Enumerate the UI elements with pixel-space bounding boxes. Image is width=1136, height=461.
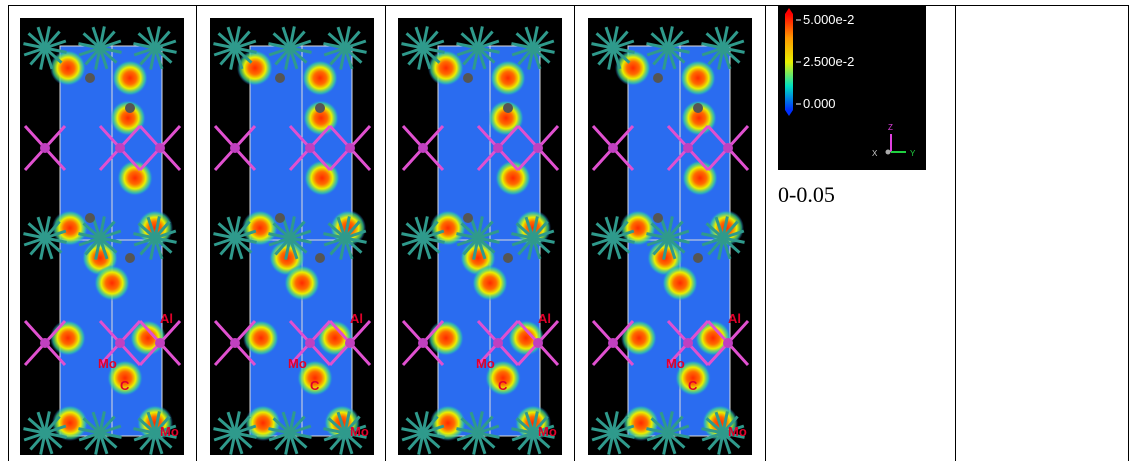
atom: [85, 73, 95, 83]
atom: [723, 338, 733, 348]
atom: [345, 338, 355, 348]
structure-image: AlMoCMo: [398, 18, 562, 455]
atom: [463, 73, 473, 83]
density-spot: [490, 60, 526, 96]
atom: [40, 338, 50, 348]
atom: [418, 143, 428, 153]
atom: [315, 253, 325, 263]
atom: [503, 103, 513, 113]
structure-image: AlMoCMo: [20, 18, 184, 455]
atom: [493, 143, 503, 153]
atom: [693, 103, 703, 113]
atom-label: Mo: [538, 424, 557, 439]
axis-label: Z: [888, 123, 893, 132]
atom: [85, 213, 95, 223]
legend-tick-label: 5.000e-2: [803, 12, 854, 27]
atom: [305, 143, 315, 153]
caption: 0-0.05: [778, 182, 835, 207]
atom: [275, 213, 285, 223]
atom-label: Mo: [350, 424, 369, 439]
density-spot: [472, 265, 508, 301]
axis-label: Y: [910, 149, 916, 158]
atom: [608, 143, 618, 153]
atom: [653, 213, 663, 223]
structure-image: AlMoCMo: [210, 18, 374, 455]
legend-tick-label: 0.000: [803, 96, 836, 111]
atom: [503, 253, 513, 263]
density-spot: [302, 60, 338, 96]
atom: [125, 103, 135, 113]
atom-label: Mo: [160, 424, 179, 439]
atom: [305, 338, 315, 348]
atom: [683, 143, 693, 153]
density-spot: [243, 320, 279, 356]
atom: [493, 338, 503, 348]
density-spot: [428, 320, 464, 356]
atom: [653, 73, 663, 83]
atom: [230, 143, 240, 153]
atom-label: Al: [160, 311, 173, 326]
atom: [230, 338, 240, 348]
atom: [693, 253, 703, 263]
atom-label: Mo: [98, 356, 117, 371]
atom: [463, 213, 473, 223]
density-spot: [621, 320, 657, 356]
atom: [155, 338, 165, 348]
atom-label: Al: [728, 311, 741, 326]
density-spot: [284, 265, 320, 301]
atom: [723, 143, 733, 153]
density-spot: [50, 320, 86, 356]
legend-tick-label: 2.500e-2: [803, 54, 854, 69]
atom-label: Al: [350, 311, 363, 326]
atom-label: C: [310, 378, 320, 393]
atom: [533, 143, 543, 153]
atom: [115, 338, 125, 348]
atom: [115, 143, 125, 153]
atom-label: Al: [538, 311, 551, 326]
atom: [608, 338, 618, 348]
atom: [275, 73, 285, 83]
density-spot: [94, 265, 130, 301]
density-spot: [112, 60, 148, 96]
atom-label: Mo: [728, 424, 747, 439]
density-spot: [680, 60, 716, 96]
atom-label: Mo: [666, 356, 685, 371]
axis-label: X: [872, 149, 878, 158]
atom: [345, 143, 355, 153]
density-spot: [662, 265, 698, 301]
atom: [315, 103, 325, 113]
atom: [418, 338, 428, 348]
atom: [683, 338, 693, 348]
atom: [40, 143, 50, 153]
atom-label: Mo: [288, 356, 307, 371]
atom: [125, 253, 135, 263]
atom-label: Mo: [476, 356, 495, 371]
atom-label: C: [688, 378, 698, 393]
atom: [533, 338, 543, 348]
atom-label: C: [120, 378, 130, 393]
atom: [155, 143, 165, 153]
color-legend: 5.000e-2 2.500e-2 0.000 Z X Y: [778, 5, 926, 170]
atom-label: C: [498, 378, 508, 393]
document-page: 5.000e-22.500e-20.000ZXY 0-0.05 AlMoCMoA…: [0, 0, 1136, 461]
